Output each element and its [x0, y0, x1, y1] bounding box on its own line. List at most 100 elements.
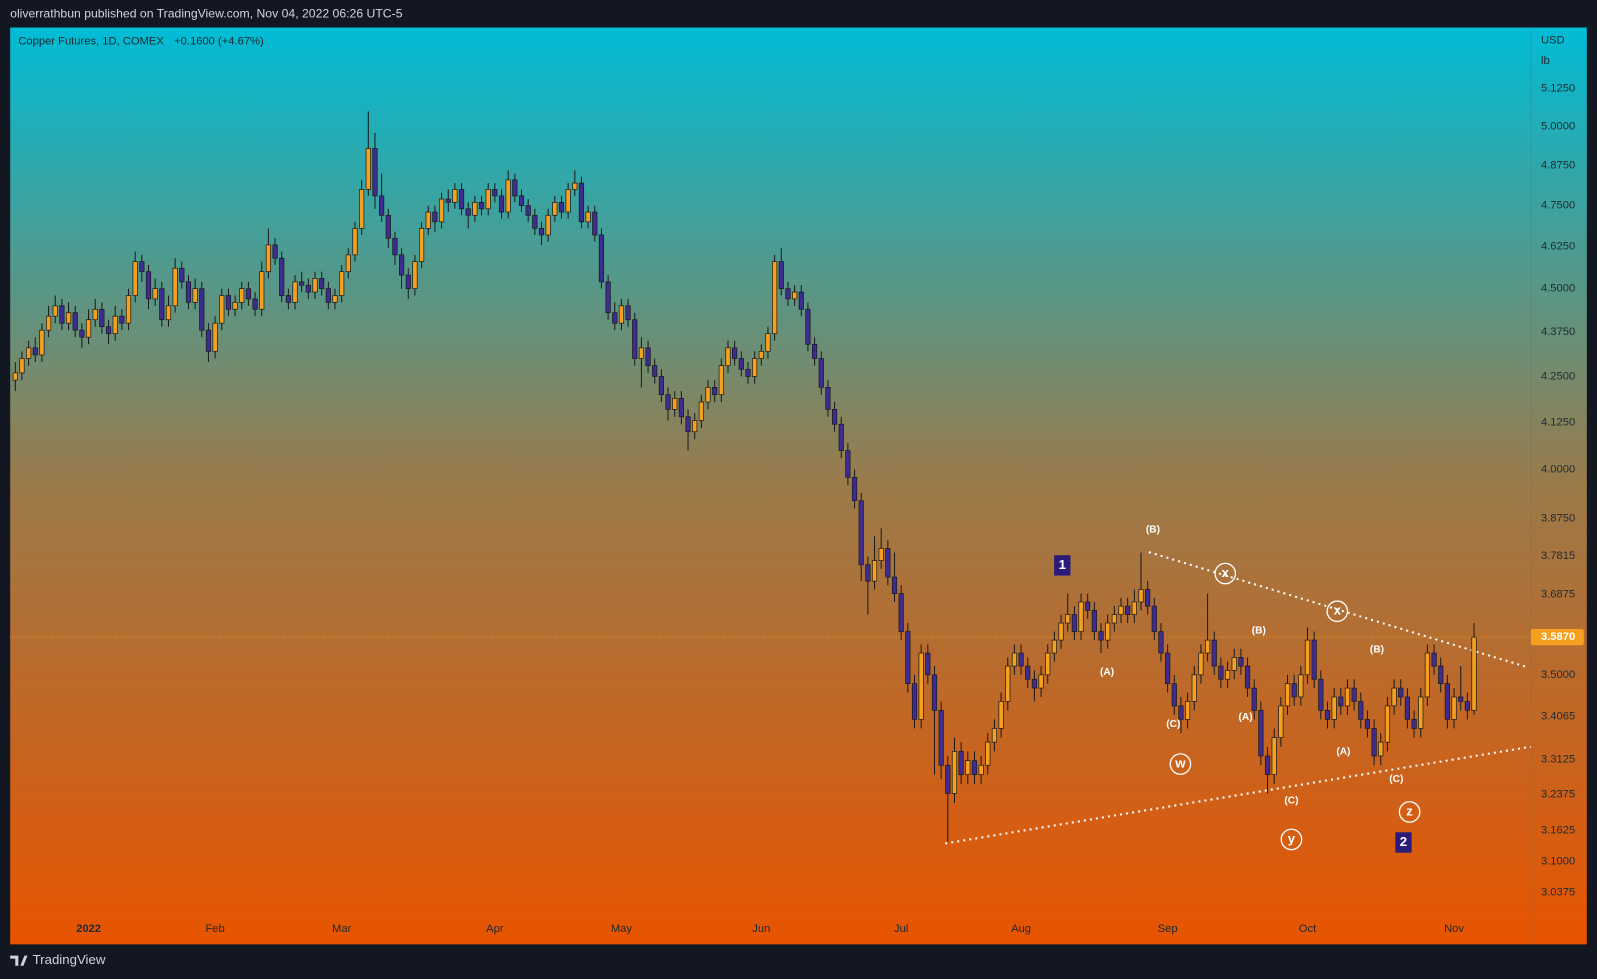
candle-body-up: [1231, 657, 1237, 671]
candle-body-down: [1085, 601, 1091, 611]
candle-body-down: [432, 211, 438, 223]
candle-body-down: [1431, 652, 1437, 667]
candle-body-down: [272, 244, 278, 259]
candle-body-down: [891, 576, 898, 594]
candle-body-up: [1304, 639, 1311, 676]
candle-body-down: [811, 343, 818, 359]
candle-body-down: [1258, 710, 1264, 757]
candle-body-up: [192, 288, 198, 303]
candle-body-up: [65, 312, 72, 324]
candle-body-down: [1324, 710, 1331, 720]
wave-label: y: [1288, 831, 1296, 846]
candle-body-down: [1444, 683, 1450, 720]
candle-body-up: [312, 278, 318, 293]
candle-body-up: [26, 347, 32, 359]
candle-body-down: [1318, 678, 1324, 711]
candle-body-down: [512, 179, 518, 197]
candle-body-down: [578, 182, 585, 223]
candle-body-up: [1118, 605, 1124, 615]
candle-body-up: [951, 750, 958, 794]
candle-body-up: [552, 201, 558, 216]
wave-circle: [1326, 600, 1349, 623]
wave-label: (C): [1166, 719, 1180, 730]
candle-body-down: [372, 148, 378, 197]
candle-body-down: [845, 450, 851, 478]
candle-body-up: [485, 189, 491, 210]
wave-label: w: [1174, 756, 1186, 771]
candle-body-down: [1371, 728, 1377, 757]
candle-body-down: [945, 764, 951, 794]
candle-body-up: [19, 358, 25, 374]
candle-body-up: [1078, 601, 1084, 632]
x-tick-label: May: [611, 923, 633, 935]
candle-body-up: [1344, 687, 1351, 707]
candle-body-down: [285, 295, 291, 303]
candle-body-down: [1264, 755, 1271, 775]
candle-body-up: [152, 288, 158, 300]
brand-name: TradingView: [33, 952, 106, 967]
candle-body-down: [532, 214, 538, 229]
candle-body-up: [359, 189, 365, 229]
candle-body-up: [1045, 652, 1051, 676]
candle-body-up: [1105, 622, 1111, 641]
candle-body-up: [85, 319, 92, 338]
candle-body-down: [385, 214, 391, 239]
candle-body-up: [172, 267, 178, 307]
candle-body-down: [205, 329, 212, 352]
candle-body-down: [612, 312, 618, 324]
candle-body-down: [658, 376, 664, 396]
candle-body-up: [1131, 601, 1137, 615]
candle-body-up: [792, 291, 798, 300]
x-tick-label: Oct: [1299, 923, 1317, 935]
x-tick-label: Jun: [752, 923, 770, 935]
candle-body-up: [219, 295, 225, 324]
wave-label: 1: [1059, 557, 1066, 572]
candle-body-down: [625, 305, 631, 321]
y-tick-label: 5.0000: [1541, 121, 1575, 133]
candle-body-up: [1451, 696, 1457, 720]
candle-body-up: [1424, 652, 1430, 698]
candle-body-down: [558, 201, 565, 213]
candle-body-down: [119, 315, 125, 324]
wave-box: [1054, 555, 1071, 576]
candle-body-down: [1404, 696, 1411, 720]
candle-body-down: [652, 365, 658, 377]
candle-body-down: [1291, 683, 1297, 698]
y-tick-label: 3.6875: [1541, 589, 1575, 601]
candle-body-down: [525, 205, 531, 216]
y-tick-label: 4.3750: [1541, 326, 1575, 338]
candle-body-up: [1418, 696, 1424, 729]
candle-body-down: [831, 409, 838, 425]
candle-body-down: [1151, 605, 1157, 632]
candle-body-down: [1071, 614, 1077, 632]
candle-body-down: [1398, 687, 1404, 698]
last-price-box: [1530, 628, 1584, 646]
candle-body-down: [465, 208, 471, 216]
candle-body-up: [1271, 737, 1277, 775]
candle-body-down: [865, 564, 871, 582]
candle-body-down: [1358, 701, 1364, 720]
unit: lb: [1541, 55, 1550, 67]
candle-body-down: [805, 308, 811, 345]
candle-body-down: [778, 261, 784, 290]
candle-body-up: [1331, 696, 1337, 720]
candle-body-down: [632, 319, 638, 359]
candle-body-down: [518, 195, 525, 206]
candle-body-down: [1464, 701, 1470, 711]
candle-body-down: [911, 683, 918, 720]
last-price-label: 3.5870: [1541, 631, 1575, 643]
candle-body-up: [1038, 674, 1044, 689]
candle-body-up: [752, 358, 758, 377]
wave-label: (C): [1284, 795, 1298, 806]
candle-body-up: [472, 201, 478, 216]
candle-body-up: [638, 347, 645, 359]
candle-body-down: [1218, 665, 1224, 680]
candle-body-down: [1031, 678, 1038, 689]
candle-body-up: [985, 741, 991, 766]
candle-body-down: [745, 368, 751, 377]
x-tick-label: Mar: [332, 923, 352, 935]
candle-body-up: [1378, 741, 1384, 757]
publisher-line: oliverrathbun published on TradingView.c…: [10, 6, 403, 20]
candle-body-up: [871, 560, 878, 582]
